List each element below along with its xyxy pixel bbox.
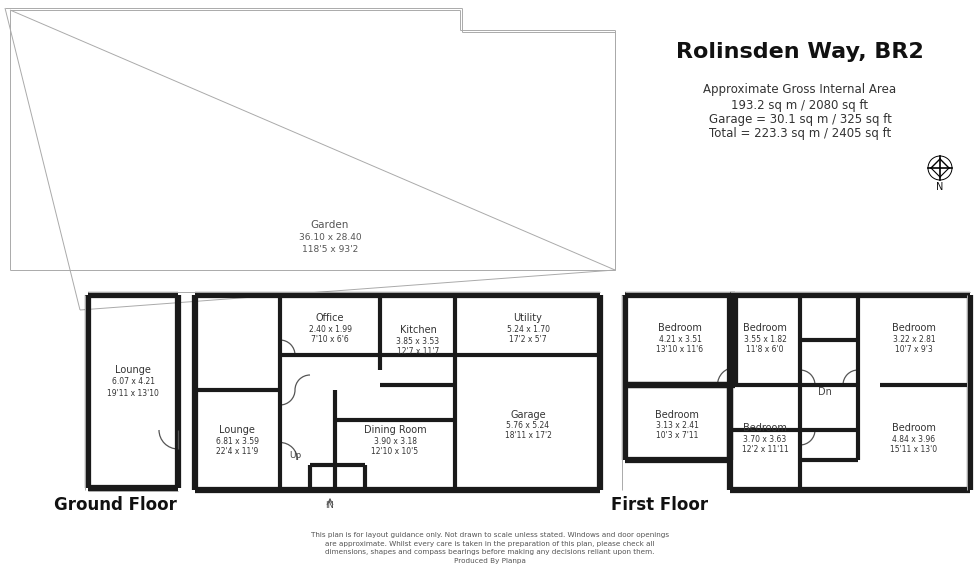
Text: 11'8 x 6'0: 11'8 x 6'0 <box>746 344 784 354</box>
Text: First Floor: First Floor <box>612 496 709 514</box>
Text: 3.90 x 3.18: 3.90 x 3.18 <box>373 436 416 446</box>
Text: Ground Floor: Ground Floor <box>54 496 176 514</box>
Text: Up: Up <box>289 450 301 459</box>
Text: Lounge: Lounge <box>220 425 255 435</box>
Text: Approximate Gross Internal Area: Approximate Gross Internal Area <box>704 83 897 97</box>
Text: 12'2 x 11'11: 12'2 x 11'11 <box>742 444 788 454</box>
Text: 19'11 x 13'10: 19'11 x 13'10 <box>107 389 159 397</box>
Text: 10'3 x 7'11: 10'3 x 7'11 <box>656 431 698 440</box>
Text: 12'7 x 11'7: 12'7 x 11'7 <box>397 347 439 355</box>
Text: 3.22 x 2.81: 3.22 x 2.81 <box>893 335 935 343</box>
Text: Bedroom: Bedroom <box>892 423 936 433</box>
Text: IN: IN <box>325 500 334 509</box>
Text: 13'10 x 11'6: 13'10 x 11'6 <box>657 344 704 354</box>
Text: 4.21 x 3.51: 4.21 x 3.51 <box>659 335 702 343</box>
Text: 3.85 x 3.53: 3.85 x 3.53 <box>397 336 440 346</box>
Text: Garage: Garage <box>511 410 546 420</box>
Text: 6.81 x 3.59: 6.81 x 3.59 <box>216 436 259 446</box>
Text: Lounge: Lounge <box>115 365 151 375</box>
Text: Bedroom: Bedroom <box>743 323 787 333</box>
Text: 6.07 x 4.21: 6.07 x 4.21 <box>112 378 155 386</box>
Text: 10'7 x 9'3: 10'7 x 9'3 <box>895 344 933 354</box>
Text: 3.55 x 1.82: 3.55 x 1.82 <box>744 335 786 343</box>
Text: Bedroom: Bedroom <box>658 323 702 333</box>
Text: Garage = 30.1 sq m / 325 sq ft: Garage = 30.1 sq m / 325 sq ft <box>709 113 892 126</box>
Text: 17'2 x 5'7: 17'2 x 5'7 <box>510 335 547 343</box>
Text: 18'11 x 17'2: 18'11 x 17'2 <box>505 431 552 440</box>
Text: 5.76 x 5.24: 5.76 x 5.24 <box>507 421 550 431</box>
Text: Rolinsden Way, BR2: Rolinsden Way, BR2 <box>676 42 924 62</box>
Text: N: N <box>936 182 944 192</box>
Text: Total = 223.3 sq m / 2405 sq ft: Total = 223.3 sq m / 2405 sq ft <box>709 128 891 140</box>
Text: 118'5 x 93'2: 118'5 x 93'2 <box>302 246 358 255</box>
Text: 12'10 x 10'5: 12'10 x 10'5 <box>371 447 418 455</box>
Text: Garden: Garden <box>311 220 349 230</box>
Text: 22'4 x 11'9: 22'4 x 11'9 <box>216 447 258 455</box>
Text: 3.13 x 2.41: 3.13 x 2.41 <box>656 421 699 431</box>
Text: 15'11 x 13'0: 15'11 x 13'0 <box>891 444 938 454</box>
Text: 7'10 x 6'6: 7'10 x 6'6 <box>311 335 349 343</box>
Text: Bedroom: Bedroom <box>892 323 936 333</box>
Text: 5.24 x 1.70: 5.24 x 1.70 <box>507 324 550 333</box>
Text: 193.2 sq m / 2080 sq ft: 193.2 sq m / 2080 sq ft <box>731 99 868 113</box>
Text: 3.70 x 3.63: 3.70 x 3.63 <box>744 435 787 443</box>
Text: Bedroom: Bedroom <box>743 423 787 433</box>
Text: 4.84 x 3.96: 4.84 x 3.96 <box>893 435 936 443</box>
Text: 2.40 x 1.99: 2.40 x 1.99 <box>309 324 352 333</box>
Text: Kitchen: Kitchen <box>400 325 436 335</box>
Text: This plan is for layout guidance only. Not drawn to scale unless stated. Windows: This plan is for layout guidance only. N… <box>311 532 669 564</box>
Text: Dining Room: Dining Room <box>364 425 426 435</box>
Text: Utility: Utility <box>514 313 543 323</box>
Text: 36.10 x 28.40: 36.10 x 28.40 <box>299 233 362 243</box>
Text: Office: Office <box>316 313 344 323</box>
Text: Bedroom: Bedroom <box>655 410 699 420</box>
Text: Dn: Dn <box>818 387 832 397</box>
